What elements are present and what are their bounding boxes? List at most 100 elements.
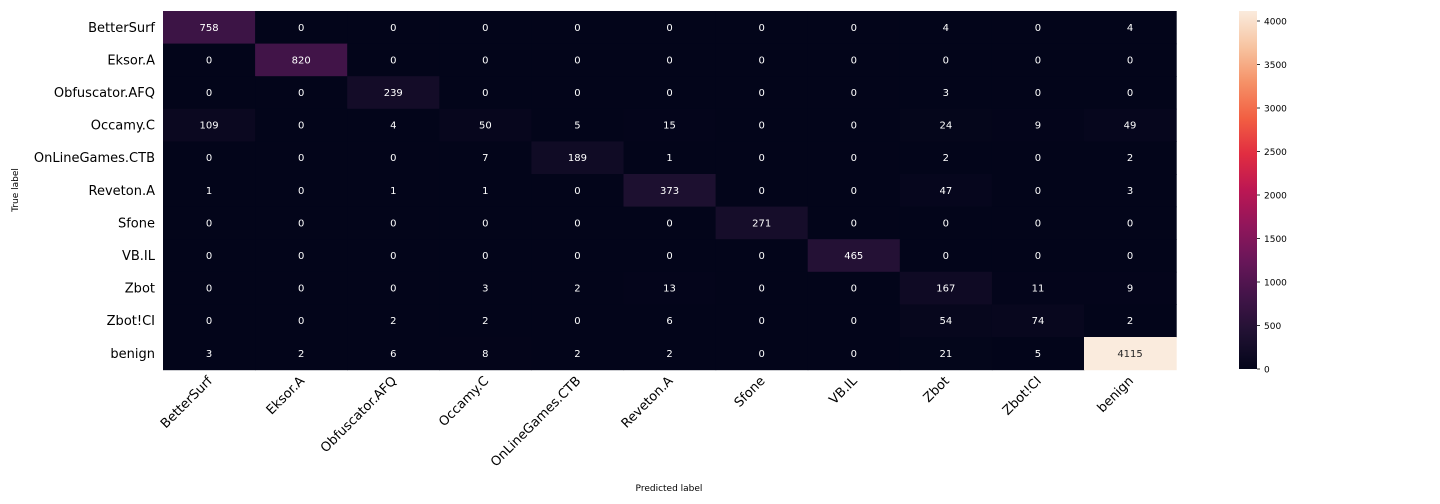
- heatmap-cell: [163, 239, 256, 273]
- heatmap-cell: [255, 271, 348, 305]
- heatmap-cell: [807, 43, 901, 77]
- heatmap-cell: [715, 304, 809, 338]
- cell-value-label: 0: [206, 55, 212, 66]
- x-tick-label: OnLineGames.CTB: [488, 374, 584, 470]
- cell-value-label: 9: [1035, 121, 1041, 132]
- cell-value-label: 0: [851, 55, 857, 66]
- cell-value-label: 0: [758, 121, 764, 132]
- y-tick-label: VB.IL: [122, 249, 156, 264]
- y-tick-label: Zbot!CI: [107, 314, 155, 329]
- heatmap-cell: [623, 304, 717, 338]
- cell-value-label: 0: [1127, 251, 1133, 262]
- cell-value-label: 0: [298, 23, 304, 34]
- heatmap-cell: [623, 108, 717, 142]
- x-tick-label: VB.IL: [827, 373, 861, 407]
- colorbar-tick-label: 0: [1264, 366, 1270, 376]
- heatmap-cell: [1084, 43, 1177, 77]
- cell-value-label: 5: [574, 121, 580, 132]
- colorbar-tick-label: 500: [1264, 322, 1281, 332]
- cell-value-label: 0: [206, 218, 212, 229]
- heatmap-cell: [347, 239, 440, 273]
- heatmap-cell: [899, 11, 993, 45]
- heatmap-cell: [439, 206, 532, 240]
- heatmap-cell: [991, 43, 1085, 77]
- cell-value-label: 2: [1127, 153, 1133, 164]
- heatmap-cell: [255, 206, 348, 240]
- x-tick-label: Eksor.A: [264, 374, 308, 418]
- heatmap-cell: [991, 141, 1085, 175]
- cell-value-label: 0: [206, 316, 212, 327]
- heatmap-cell: [899, 304, 993, 338]
- cell-value-label: 0: [390, 251, 396, 262]
- cell-value-label: 820: [292, 55, 311, 66]
- cell-value-label: 0: [298, 153, 304, 164]
- heatmap-cells: 758 0 0 0 0 0 0 0 4 0 40 820 0 0 0 0 0 0 0 0 00 0 239 0 0 0 0 0 3 0 01…: [163, 11, 1177, 371]
- cell-value-label: 0: [482, 23, 488, 34]
- heatmap-cell: [347, 76, 440, 110]
- heatmap-cell: [715, 11, 809, 45]
- heatmap-cell: [715, 108, 809, 142]
- heatmap-cell: [807, 271, 901, 305]
- heatmap-cell: [807, 76, 901, 110]
- heatmap-cell: [1084, 108, 1177, 142]
- cell-value-label: 0: [943, 55, 949, 66]
- cell-value-label: 11: [1032, 284, 1045, 295]
- cell-value-label: 0: [851, 23, 857, 34]
- cell-value-label: 0: [1127, 55, 1133, 66]
- y-axis-title: True label: [11, 168, 21, 213]
- x-tick-labels: BetterSurf Eksor.A Obfuscator.AFQ Occamy.CO…: [158, 373, 1137, 470]
- heatmap-cell: [991, 76, 1085, 110]
- cell-value-label: 13: [663, 284, 676, 295]
- cell-value-label: 0: [758, 251, 764, 262]
- colorbar-tick-label: 2500: [1264, 148, 1287, 158]
- heatmap-cell: [715, 337, 809, 371]
- x-tick-label: Obfuscator.AFQ: [318, 374, 400, 456]
- cell-value-label: 24: [939, 121, 952, 132]
- heatmap-cell: [347, 337, 440, 371]
- heatmap-cell: [899, 76, 993, 110]
- heatmap-cell: [255, 337, 348, 371]
- cell-value-label: 6: [390, 349, 396, 360]
- heatmap-cell: [347, 271, 440, 305]
- cell-value-label: 0: [206, 88, 212, 99]
- heatmap-cell: [439, 239, 532, 273]
- heatmap-cell: [255, 11, 348, 45]
- cell-value-label: 0: [1035, 88, 1041, 99]
- heatmap-cell: [531, 76, 625, 110]
- heatmap-cell: [439, 43, 532, 77]
- cell-value-label: 0: [1035, 251, 1041, 262]
- heatmap-cell: [991, 304, 1085, 338]
- heatmap-cell: [255, 239, 348, 273]
- cell-value-label: 0: [1127, 218, 1133, 229]
- cell-value-label: 0: [298, 251, 304, 262]
- heatmap-cell: [163, 108, 256, 142]
- cell-value-label: 2: [943, 153, 949, 164]
- cell-value-label: 0: [390, 55, 396, 66]
- heatmap-cell: [715, 239, 809, 273]
- cell-value-label: 0: [1035, 55, 1041, 66]
- cell-value-label: 1: [482, 186, 488, 197]
- heatmap-cell: [1084, 271, 1177, 305]
- cell-value-label: 1: [666, 153, 672, 164]
- heatmap-cell: [255, 304, 348, 338]
- heatmap-cell: [807, 174, 901, 208]
- y-tick-label: Occamy.C: [91, 119, 155, 134]
- cell-value-label: 0: [482, 88, 488, 99]
- heatmap-cell: [255, 43, 348, 77]
- heatmap-cell: [623, 337, 717, 371]
- cell-value-label: 0: [758, 186, 764, 197]
- heatmap-cell: [991, 271, 1085, 305]
- cell-value-label: 0: [574, 316, 580, 327]
- cell-value-label: 2: [574, 284, 580, 295]
- cell-value-label: 0: [943, 251, 949, 262]
- cell-value-label: 2: [482, 316, 488, 327]
- heatmap-cell: [439, 11, 532, 45]
- heatmap-cell: [1084, 239, 1177, 273]
- cell-value-label: 0: [851, 153, 857, 164]
- heatmap-cell: [439, 141, 532, 175]
- heatmap-cell: [531, 337, 625, 371]
- cell-value-label: 7: [482, 153, 488, 164]
- heatmap-cell: [347, 304, 440, 338]
- cell-value-label: 0: [298, 186, 304, 197]
- heatmap-cell: [347, 174, 440, 208]
